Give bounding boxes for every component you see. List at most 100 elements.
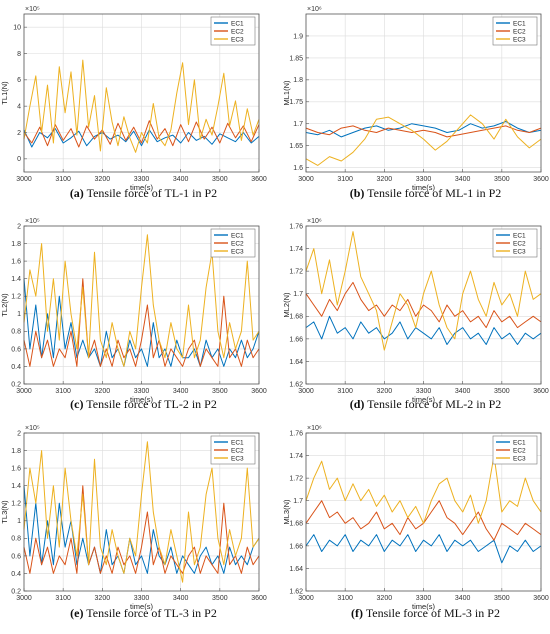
y-tick-label: 1.7 (293, 291, 303, 298)
x-tick-label: 3100 (337, 176, 353, 183)
legend-label-ec1: EC1 (231, 232, 244, 239)
y-tick-label: 1.2 (11, 501, 21, 508)
x-tick-label: 3100 (337, 388, 353, 395)
panel-caption: (e) Tensile force of TL-3 in P2 (70, 606, 217, 620)
y-tick-label: 1.72 (289, 476, 303, 483)
y-tick-label: 1.74 (289, 246, 303, 253)
y-axis-label: ML1(N) (282, 80, 291, 106)
y-tick-label: 1.62 (289, 588, 303, 595)
y-axis-label: TL1(N) (0, 81, 9, 105)
x-tick-label: 3600 (533, 595, 549, 602)
y-exponent-label: ×10⁵ (25, 6, 40, 13)
y-tick-label: 1.85 (289, 55, 303, 62)
chart-panel-c: 3000 3100 3200 3300 3400 3500 3600 0.2 0.4 0.6 0.8… (0, 218, 267, 411)
x-axis-label: time(s) (130, 183, 153, 192)
caption-letter: (a) (70, 186, 84, 200)
y-tick-label: 1.8 (293, 77, 303, 84)
y-tick-label: 1.6 (11, 466, 21, 473)
x-tick-label: 3300 (416, 595, 432, 602)
legend-label-ec3: EC3 (231, 455, 244, 462)
x-tick-label: 3000 (16, 595, 32, 602)
y-tick-label: 2 (17, 130, 21, 137)
legend-label-ec2: EC2 (231, 28, 244, 35)
x-tick-label: 3400 (455, 388, 471, 395)
x-tick-label: 3600 (251, 176, 267, 183)
y-tick-label: 1.8 (11, 448, 21, 455)
y-tick-label: 4 (17, 104, 21, 111)
y-tick-label: 1.76 (289, 430, 303, 437)
y-tick-label: 1.68 (289, 314, 303, 321)
legend-label-ec1: EC1 (513, 439, 526, 446)
series-line-ec1 (305, 315, 542, 345)
x-axis-label: time(s) (412, 395, 435, 404)
legend-label-ec3: EC3 (513, 455, 526, 462)
legend-label-ec3: EC3 (231, 248, 244, 255)
series-line-ec1 (305, 121, 542, 138)
legend-label-ec1: EC1 (231, 20, 244, 27)
x-tick-label: 3300 (134, 176, 150, 183)
y-tick-label: 0.8 (11, 536, 21, 543)
y-exponent-label: ×10⁵ (25, 218, 40, 225)
chart-panel-e: 3000 3100 3200 3300 3400 3500 3600 0.2 0.4 0.6 0.8… (0, 425, 267, 620)
x-tick-label: 3500 (494, 176, 510, 183)
x-tick-label: 3200 (95, 176, 111, 183)
y-tick-label: 1.4 (11, 483, 21, 490)
legend-label-ec2: EC2 (231, 240, 244, 247)
y-tick-label: 2 (17, 430, 21, 437)
legend-label-ec2: EC2 (513, 240, 526, 247)
caption-letter: (c) (70, 397, 83, 411)
x-tick-label: 3400 (173, 388, 189, 395)
caption-text: Tensile force of ML-3 in P2 (363, 606, 500, 620)
x-axis-label: time(s) (412, 183, 435, 192)
x-tick-label: 3200 (95, 388, 111, 395)
x-tick-label: 3200 (377, 595, 393, 602)
y-tick-label: 1.6 (11, 259, 21, 266)
y-tick-label: 0.6 (11, 553, 21, 560)
y-tick-label: 1.64 (289, 566, 303, 573)
y-tick-label: 1.9 (293, 33, 303, 40)
x-tick-label: 3300 (134, 595, 150, 602)
y-tick-label: 1.75 (289, 99, 303, 106)
panel-caption: (b) Tensile force of ML-1 in P2 (350, 186, 502, 200)
y-tick-label: 1 (17, 311, 21, 318)
y-tick-label: 1.72 (289, 269, 303, 276)
y-tick-label: 2 (17, 223, 21, 230)
y-tick-label: 0.4 (11, 364, 21, 371)
x-tick-label: 3600 (533, 176, 549, 183)
y-tick-label: 1.66 (289, 543, 303, 550)
legend-label-ec3: EC3 (513, 248, 526, 255)
y-tick-label: 1.68 (289, 521, 303, 528)
caption-text: Tensile force of ML-2 in P2 (364, 397, 501, 411)
x-tick-label: 3200 (377, 176, 393, 183)
caption-letter: (d) (350, 397, 365, 411)
x-tick-label: 3400 (173, 595, 189, 602)
x-tick-label: 3100 (337, 595, 353, 602)
y-exponent-label: ×10⁵ (25, 425, 40, 432)
caption-text: Tensile force of TL-2 in P2 (83, 397, 216, 411)
y-tick-label: 0.4 (11, 571, 21, 578)
legend-label-ec1: EC1 (231, 439, 244, 446)
series-line-ec2 (23, 485, 260, 574)
caption-text: Tensile force of TL-3 in P2 (83, 606, 216, 620)
y-tick-label: 0.8 (11, 329, 21, 336)
series-line-ec3 (305, 455, 542, 524)
y-axis-label: TL3(N) (0, 500, 9, 524)
series-line-ec3 (305, 114, 542, 166)
x-tick-label: 3500 (212, 176, 228, 183)
legend-label-ec2: EC2 (231, 447, 244, 454)
x-tick-label: 3500 (212, 388, 228, 395)
panel-caption: (f) Tensile force of ML-3 in P2 (351, 606, 500, 620)
caption-text: Tensile force of ML-1 in P2 (364, 186, 501, 200)
y-tick-label: 1.6 (293, 165, 303, 172)
series-line-ec3 (23, 59, 260, 153)
legend-label-ec2: EC2 (513, 28, 526, 35)
caption-letter: (b) (350, 186, 365, 200)
y-tick-label: 6 (17, 77, 21, 84)
x-tick-label: 3000 (298, 388, 314, 395)
x-tick-label: 3100 (55, 595, 71, 602)
x-tick-label: 3500 (494, 595, 510, 602)
